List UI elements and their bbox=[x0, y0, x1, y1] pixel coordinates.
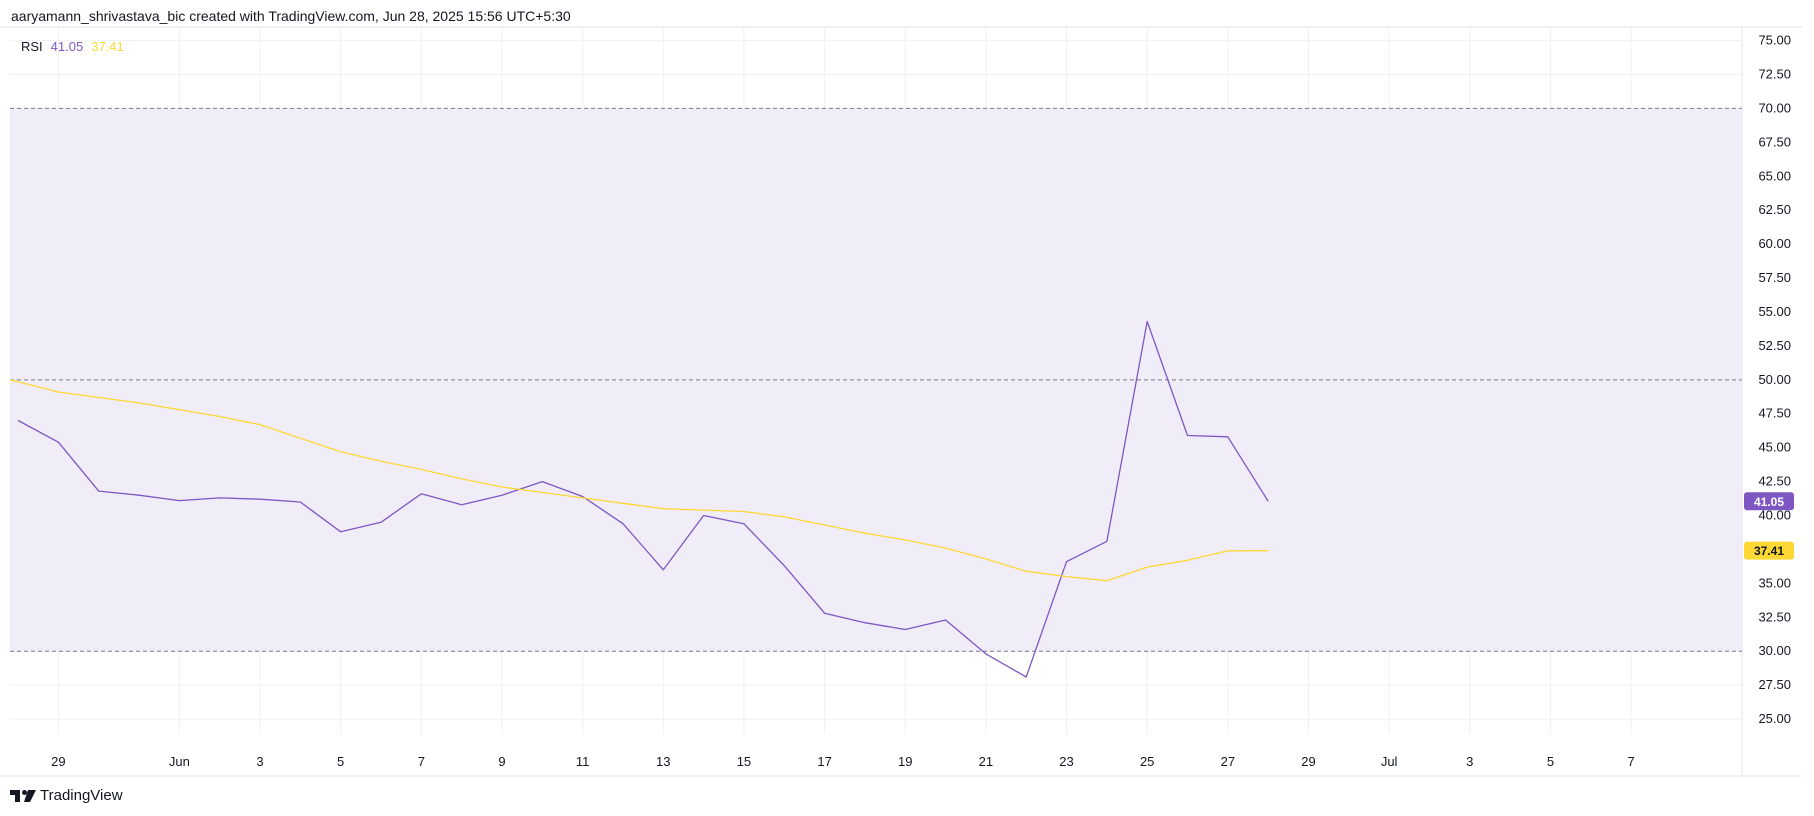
x-tick-label: 17 bbox=[817, 754, 831, 769]
x-tick-label: 29 bbox=[1301, 754, 1315, 769]
y-tick-label: 50.00 bbox=[1758, 372, 1791, 387]
y-tick-label: 52.50 bbox=[1758, 338, 1791, 353]
x-tick-label: 23 bbox=[1059, 754, 1073, 769]
y-tick-label: 25.00 bbox=[1758, 711, 1791, 726]
y-tick-label: 57.50 bbox=[1758, 270, 1791, 285]
tradingview-logo[interactable]: TradingView bbox=[10, 787, 123, 804]
rsi-ma-value: 37.41 bbox=[91, 39, 124, 54]
x-tick-label: 5 bbox=[337, 754, 344, 769]
last-value-badges: 41.05 37.41 bbox=[1744, 492, 1794, 560]
attribution-text: aaryamann_shrivastava_bic created with T… bbox=[11, 8, 571, 24]
x-tick-label: 25 bbox=[1140, 754, 1154, 769]
price-axis[interactable]: 75.00 72.50 70.00 67.50 65.00 62.50 60.00 57.50… bbox=[1758, 33, 1791, 727]
y-tick-label: 47.50 bbox=[1758, 406, 1791, 421]
rsi-chart[interactable]: 75.00 72.50 70.00 67.50 65.00 62.50 60.00 57.50… bbox=[0, 0, 1814, 780]
rsi-line bbox=[17, 320, 1269, 678]
tradingview-logo-icon bbox=[10, 789, 36, 802]
x-tick-label: 19 bbox=[898, 754, 912, 769]
x-tick-label: 3 bbox=[256, 754, 263, 769]
y-tick-label: 70.00 bbox=[1758, 100, 1791, 115]
x-tick-label: 15 bbox=[737, 754, 751, 769]
y-tick-label: 65.00 bbox=[1758, 168, 1791, 183]
y-tick-label: 35.00 bbox=[1758, 575, 1791, 590]
x-tick-label: 7 bbox=[1627, 754, 1634, 769]
x-tick-label: 11 bbox=[576, 754, 590, 769]
x-tick-label: 29 bbox=[51, 754, 65, 769]
rsi-last-value-badge bbox=[1744, 492, 1794, 511]
series bbox=[9, 320, 1269, 678]
y-tick-label: 67.50 bbox=[1758, 134, 1791, 149]
y-tick-label: 32.50 bbox=[1758, 609, 1791, 624]
y-tick-label: 30.00 bbox=[1758, 643, 1791, 658]
x-tick-label: Jun bbox=[169, 754, 190, 769]
x-tick-label: 7 bbox=[418, 754, 425, 769]
y-tick-label: 75.00 bbox=[1758, 33, 1791, 48]
x-tick-label: 21 bbox=[979, 754, 993, 769]
y-tick-label: 42.50 bbox=[1758, 474, 1791, 489]
x-tick-label: Jul bbox=[1381, 754, 1398, 769]
time-axis[interactable]: 29 Jun 3 5 7 9 11 13 15 17 19 21 23 25 27 29 Jul 3 5 7 bbox=[51, 754, 1635, 769]
y-tick-label: 45.00 bbox=[1758, 440, 1791, 455]
x-tick-label: 13 bbox=[656, 754, 670, 769]
tradingview-brand-text: TradingView bbox=[40, 787, 123, 804]
y-tick-label: 55.00 bbox=[1758, 304, 1791, 319]
rsi-last-value-label: 41.05 bbox=[1754, 495, 1784, 509]
y-tick-label: 40.00 bbox=[1758, 508, 1791, 523]
x-tick-label: 27 bbox=[1221, 754, 1235, 769]
y-tick-label: 27.50 bbox=[1758, 677, 1791, 692]
ma-last-value-label: 37.41 bbox=[1754, 544, 1784, 558]
rsi-ma-line bbox=[9, 379, 1269, 582]
indicator-name: RSI bbox=[21, 39, 43, 54]
y-tick-label: 60.00 bbox=[1758, 236, 1791, 251]
rsi-band bbox=[10, 107, 1742, 652]
y-tick-label: 72.50 bbox=[1758, 66, 1791, 81]
x-tick-label: 3 bbox=[1466, 754, 1473, 769]
x-tick-label: 5 bbox=[1547, 754, 1554, 769]
y-tick-label: 62.50 bbox=[1758, 202, 1791, 217]
x-tick-label: 9 bbox=[498, 754, 505, 769]
ma-last-value-badge bbox=[1744, 541, 1794, 560]
